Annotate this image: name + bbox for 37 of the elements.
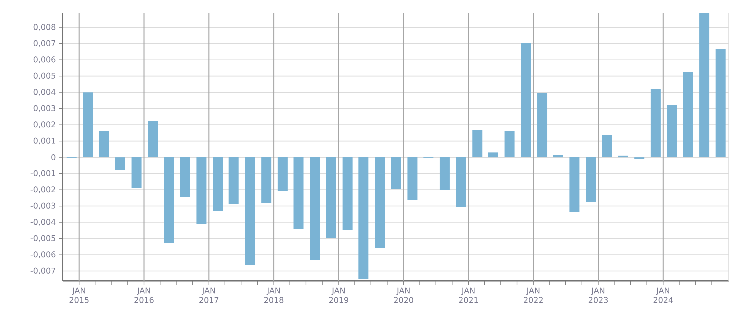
bar bbox=[521, 43, 532, 158]
bar bbox=[440, 158, 450, 190]
bar bbox=[553, 155, 564, 158]
bar bbox=[164, 158, 174, 244]
bar bbox=[196, 158, 207, 224]
bar bbox=[180, 158, 190, 198]
bar bbox=[504, 131, 515, 158]
bar bbox=[538, 93, 548, 158]
bar bbox=[99, 131, 110, 158]
bar bbox=[716, 49, 726, 158]
bar bbox=[408, 158, 418, 200]
bar bbox=[213, 158, 224, 212]
bar bbox=[326, 158, 336, 238]
bar bbox=[391, 158, 402, 190]
bar bbox=[472, 130, 483, 158]
bar bbox=[667, 105, 678, 158]
bar bbox=[245, 158, 256, 266]
bar bbox=[488, 152, 498, 158]
bar bbox=[228, 158, 239, 204]
bar bbox=[700, 13, 710, 158]
bar bbox=[115, 158, 126, 170]
bar bbox=[602, 135, 612, 158]
bar bbox=[342, 158, 353, 230]
bar bbox=[570, 158, 580, 212]
bar bbox=[586, 158, 596, 202]
bar bbox=[456, 158, 466, 208]
bar bbox=[278, 158, 288, 192]
bar bbox=[358, 158, 369, 280]
bar bbox=[650, 89, 661, 158]
bar bbox=[262, 158, 272, 204]
bar bbox=[375, 158, 386, 248]
bar bbox=[294, 158, 304, 230]
bar bbox=[83, 92, 94, 158]
bar bbox=[132, 158, 142, 188]
bar bbox=[148, 121, 158, 158]
bar bbox=[683, 72, 694, 158]
bar bbox=[310, 158, 320, 260]
